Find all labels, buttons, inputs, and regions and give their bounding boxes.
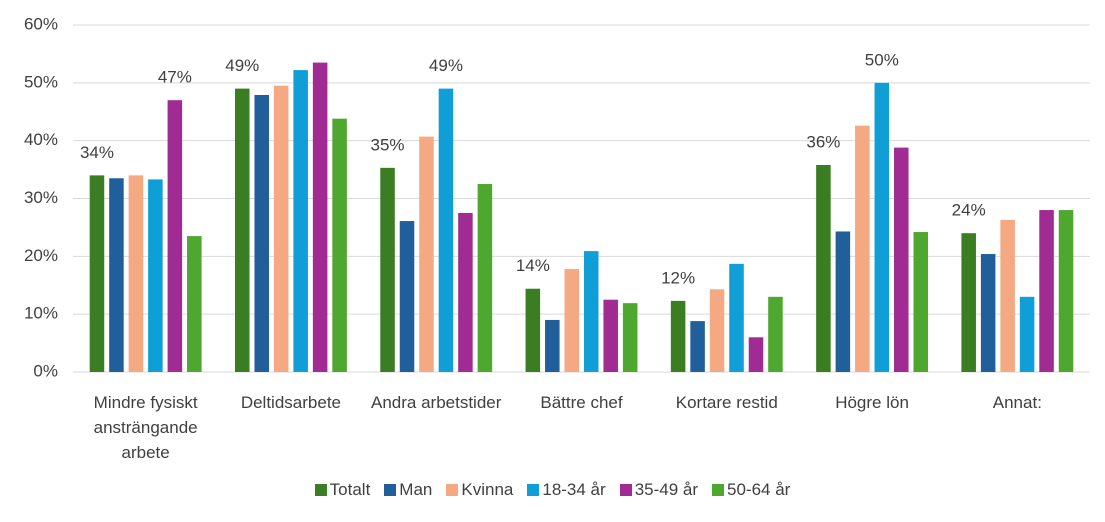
bar [913, 232, 929, 372]
bar [109, 178, 124, 372]
bar [332, 118, 347, 372]
legend: Totalt Man Kvinna 18-34 år 35-49 år 50-64 år [0, 480, 1105, 500]
legend-swatch [446, 484, 459, 496]
bar [835, 231, 851, 372]
bar [670, 300, 686, 372]
legend-swatch [314, 484, 327, 496]
bar [961, 233, 976, 372]
bar [128, 175, 144, 372]
legend-label: 35-49 år [634, 480, 699, 499]
x-tick-label: Annat: [992, 393, 1042, 412]
data-label: 36% [806, 132, 840, 151]
bar [690, 321, 705, 372]
bar [894, 147, 909, 372]
data-label: 14% [516, 256, 550, 275]
data-label: 49% [429, 56, 463, 75]
bar [583, 251, 599, 372]
bar [148, 179, 163, 372]
x-tick-label: Deltidsarbete [240, 393, 341, 412]
bar [438, 88, 454, 372]
data-label: 12% [661, 268, 695, 287]
bar [234, 88, 250, 372]
y-tick-label: 40% [24, 130, 58, 149]
bar [709, 289, 725, 372]
bar [273, 85, 289, 372]
x-tick-label: Högre lön [835, 393, 909, 412]
legend-item: 18-34 år [527, 480, 606, 500]
bar [545, 319, 560, 372]
y-tick-label: 60% [24, 14, 58, 33]
bar [380, 167, 395, 372]
bar [1039, 210, 1054, 372]
bar [419, 136, 434, 372]
bar [874, 82, 890, 372]
bar [254, 94, 269, 372]
y-tick-label: 50% [24, 72, 58, 91]
bar [855, 125, 870, 372]
bar [748, 337, 764, 372]
bar [1058, 210, 1074, 372]
legend-item: 35-49 år [619, 480, 699, 500]
legend-label: Totalt [329, 480, 371, 499]
y-tick-label: 10% [24, 304, 58, 323]
bar [167, 100, 183, 372]
x-tick-label: Bättre chef [540, 393, 623, 412]
bar [293, 70, 308, 373]
bar [187, 236, 202, 372]
bar [816, 164, 831, 372]
x-tick-label: Andra arbetstider [371, 393, 502, 412]
legend-item: Totalt [314, 480, 371, 500]
bar [525, 288, 541, 372]
data-label: 34% [80, 143, 114, 162]
legend-swatch [384, 484, 397, 496]
bar [768, 296, 783, 372]
data-label: 47% [158, 68, 192, 87]
bar [399, 221, 415, 372]
bar [603, 299, 618, 372]
bar [564, 269, 580, 372]
data-label: 35% [371, 135, 405, 154]
data-label: 49% [225, 56, 259, 75]
legend-label: Kvinna [461, 480, 514, 499]
bar [89, 175, 105, 372]
legend-label: Man [399, 480, 433, 499]
bar [1019, 296, 1035, 372]
legend-item: Kvinna [446, 480, 513, 500]
bar [622, 303, 638, 372]
y-tick-label: 30% [24, 188, 58, 207]
data-label: 50% [865, 50, 899, 69]
bar [312, 62, 328, 372]
legend-swatch [712, 484, 725, 496]
legend-item: Man [384, 480, 432, 500]
legend-label: 18-34 år [542, 480, 606, 499]
bar [458, 212, 473, 372]
bar [729, 263, 744, 372]
legend-swatch [619, 484, 632, 496]
x-tick-label: Kortare restid [675, 393, 778, 412]
legend-item: 50-64 år [712, 480, 790, 500]
bar [477, 184, 493, 372]
y-tick-label: 20% [24, 246, 58, 265]
bar [980, 254, 996, 372]
x-tick-label: Mindre fysiskt ansträngande arbete [93, 393, 198, 462]
data-label: 24% [952, 201, 986, 220]
y-tick-label: 0% [33, 361, 58, 380]
bar [1000, 219, 1015, 372]
legend-label: 50-64 år [727, 480, 791, 499]
legend-swatch [527, 484, 540, 496]
